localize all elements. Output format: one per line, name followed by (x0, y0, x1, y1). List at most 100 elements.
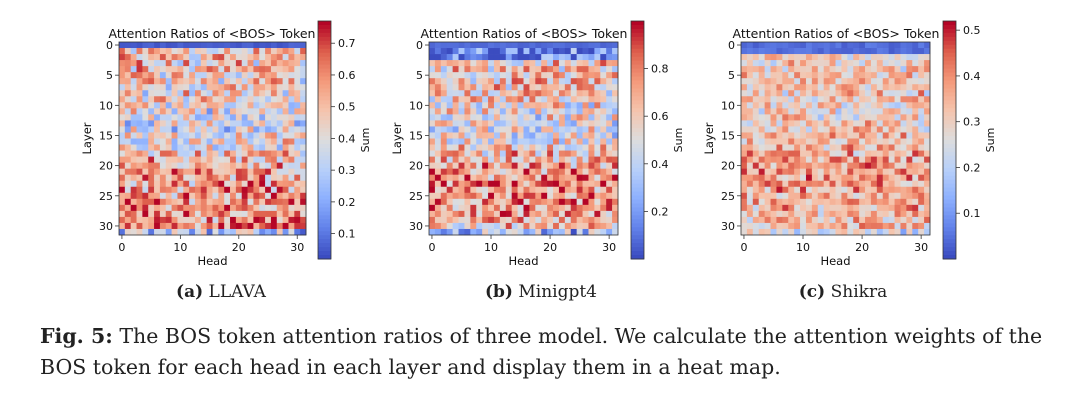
heatmap-cell (912, 54, 919, 61)
heatmap-cell (888, 102, 895, 109)
heatmap-cell (888, 222, 895, 230)
heatmap-cell (165, 186, 172, 194)
heatmap-cell (452, 90, 459, 97)
heatmap-cell (876, 204, 884, 212)
heatmap-cell (547, 96, 554, 103)
heatmap-cell (817, 114, 825, 121)
heatmap-cell (230, 210, 237, 218)
heatmap-cell (482, 138, 489, 145)
heatmap-cell (805, 90, 813, 97)
heatmap-cell (764, 114, 771, 121)
heatmap-cell (547, 156, 554, 163)
heatmap-cell (294, 168, 301, 176)
heatmap-cell (171, 114, 178, 121)
heatmap-cell (888, 210, 895, 218)
heatmap-cell (782, 120, 789, 127)
heatmap-cell (541, 138, 548, 145)
heatmap-cell (429, 108, 436, 115)
heatmap-cell (189, 228, 196, 236)
heatmap-cell (770, 72, 777, 79)
heatmap-cell (906, 72, 913, 79)
heatmap-cell (612, 84, 619, 91)
heatmap-cell (847, 90, 854, 97)
heatmap-cell (805, 150, 813, 157)
heatmap-cell (547, 138, 554, 145)
heatmap-cell (876, 96, 884, 103)
heatmap-cell (212, 168, 219, 176)
caption-label: Fig. 5: (40, 324, 113, 348)
colorbar-segment (943, 159, 956, 165)
heatmap-cell (564, 72, 572, 79)
heatmap-cell (746, 216, 754, 224)
heatmap-cell (434, 90, 442, 97)
heatmap-cell (154, 162, 161, 170)
heatmap-cell (924, 210, 931, 218)
heatmap-cell (612, 120, 619, 127)
heatmap-cell (253, 180, 260, 188)
heatmap-cell (294, 54, 301, 61)
heatmap-cell (282, 108, 289, 115)
y-tick-label: 30 (409, 220, 423, 233)
heatmap-cell (171, 222, 178, 230)
heatmap-cell (746, 198, 754, 206)
heatmap-cell (171, 156, 178, 163)
heatmap-cell (535, 84, 542, 91)
heatmap-cell (452, 132, 459, 139)
heatmap-cell (247, 150, 254, 157)
heatmap-cell (847, 174, 854, 182)
heatmap-cell (136, 120, 143, 127)
heatmap-cell (523, 162, 530, 170)
heatmap-cell (154, 90, 161, 97)
heatmap-cell (493, 60, 501, 67)
heatmap-cell (154, 108, 161, 115)
heatmap-cell (230, 150, 237, 157)
heatmap-cell (142, 48, 149, 55)
heatmap-cell (282, 174, 289, 182)
heatmap-cell (912, 180, 919, 188)
heatmap-cell (189, 96, 196, 103)
heatmap-cell (458, 60, 465, 67)
colorbar-segment (943, 235, 956, 240)
heatmap-cell (200, 216, 207, 224)
heatmap-cells (119, 42, 307, 236)
heatmap-cell (841, 174, 848, 182)
heatmap-cell (906, 138, 913, 145)
heatmap-cell (511, 150, 518, 157)
heatmap-cell (446, 150, 453, 157)
heatmap-cell (794, 72, 801, 79)
heatmap-cell (177, 222, 184, 230)
heatmap-cell (570, 114, 578, 121)
heatmap-cell (282, 42, 289, 49)
heatmap-cell (541, 90, 548, 97)
heatmap-cell (841, 42, 848, 49)
heatmap-cell (876, 84, 884, 91)
heatmap-cell (511, 114, 518, 121)
heatmap-cell (535, 102, 542, 109)
heatmap-cell (800, 192, 807, 200)
colorbar-label: Sum (984, 128, 997, 153)
heatmap-cell (606, 66, 613, 73)
heatmap-cell (488, 144, 495, 151)
heatmap-cell (912, 126, 919, 133)
heatmap-cell (154, 114, 161, 121)
heatmap-cell (758, 42, 765, 49)
colorbar-segment (943, 136, 956, 141)
heatmap-cell (119, 102, 126, 109)
heatmap-cell (124, 162, 132, 170)
heatmap-cell (200, 174, 207, 182)
heatmap-cell (529, 186, 536, 194)
heatmap-cell (535, 90, 542, 97)
heatmap-cell (452, 180, 459, 188)
heatmap-cell (606, 174, 613, 182)
heatmap-cell (440, 120, 448, 127)
heatmap-cell (900, 138, 907, 145)
heatmap-cell (912, 204, 919, 212)
heatmap-cell (912, 114, 919, 121)
colorbar-segment (943, 207, 956, 212)
heatmap-cell (224, 222, 231, 230)
heatmap-cell (541, 54, 548, 61)
heatmap-cell (535, 144, 542, 151)
heatmap-cell (434, 162, 442, 170)
heatmap-cell (464, 222, 471, 230)
heatmap-cell (458, 78, 465, 85)
